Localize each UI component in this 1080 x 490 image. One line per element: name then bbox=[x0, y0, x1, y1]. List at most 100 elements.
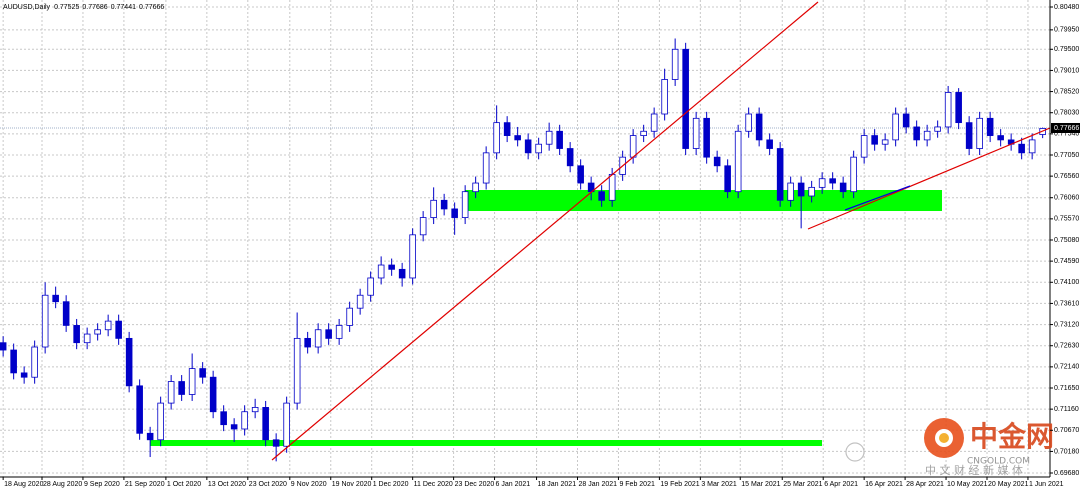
x-tick-label: 9 Sep 2020 bbox=[84, 481, 120, 488]
slogan: 中 文 财 经 新 媒 体 bbox=[925, 463, 1023, 477]
x-tick-label: 21 Sep 2020 bbox=[125, 481, 165, 488]
candle-body bbox=[997, 135, 1004, 141]
price-label-box bbox=[1051, 123, 1080, 133]
trend-line bbox=[807, 127, 1051, 230]
last-high: 0.77686 bbox=[82, 4, 107, 11]
candle-body bbox=[461, 191, 469, 218]
candle-body bbox=[577, 165, 584, 184]
y-tick-label: 0.72630 bbox=[1054, 343, 1079, 350]
candle-body bbox=[304, 337, 311, 348]
candle-body bbox=[20, 372, 28, 378]
candle-body bbox=[146, 432, 154, 441]
y-tick-label: 0.80480 bbox=[1054, 4, 1079, 11]
candle-body bbox=[545, 130, 553, 145]
candle-body bbox=[52, 294, 59, 303]
x-tick-label: 6 Jan 2021 bbox=[496, 481, 531, 488]
candle-body bbox=[493, 122, 500, 154]
y-tick-label: 0.77540 bbox=[1054, 131, 1079, 138]
candle-body bbox=[157, 402, 164, 441]
y-tick-label: 0.75570 bbox=[1054, 216, 1079, 223]
symbol: AUDUSD,Daily bbox=[3, 4, 51, 11]
candle-body bbox=[535, 143, 542, 154]
y-tick-label: 0.71650 bbox=[1054, 385, 1079, 392]
candle-body bbox=[31, 346, 38, 378]
candle-body bbox=[167, 381, 175, 404]
candle-body bbox=[325, 329, 332, 339]
candle-body bbox=[787, 182, 794, 201]
candle-body bbox=[629, 135, 637, 158]
y-tick-label: 0.75080 bbox=[1054, 237, 1079, 244]
site: CNGOLD.COM bbox=[967, 457, 1030, 467]
candle-body bbox=[944, 92, 952, 128]
candle-body bbox=[451, 208, 458, 218]
candle-body bbox=[776, 148, 784, 201]
grid bbox=[0, 0, 1050, 477]
candle-body bbox=[346, 307, 353, 326]
trend-line bbox=[271, 1, 819, 461]
x-tick-label: 18 Aug 2020 bbox=[4, 481, 43, 488]
x-tick-label: 28 Aug 2020 bbox=[43, 481, 82, 488]
support-zone bbox=[465, 190, 942, 211]
candle-body bbox=[388, 264, 395, 270]
candle-body bbox=[724, 165, 731, 193]
candle-body bbox=[136, 385, 143, 434]
last-close: 0.77666 bbox=[139, 4, 164, 11]
x-tick-label: 1 Jun 2021 bbox=[1029, 481, 1064, 488]
y-tick-label: 0.78520 bbox=[1054, 88, 1079, 95]
candle-body bbox=[976, 117, 983, 149]
candle-body bbox=[734, 130, 742, 193]
y-tick-label: 0.76560 bbox=[1054, 173, 1079, 180]
y-tick-label: 0.77050 bbox=[1054, 152, 1079, 159]
candle-body bbox=[556, 130, 563, 149]
x-tick-label: 9 Nov 2020 bbox=[291, 481, 327, 488]
x-tick-label: 1 Dec 2020 bbox=[373, 481, 409, 488]
candle-body bbox=[283, 402, 290, 447]
y-tick-label: 0.70180 bbox=[1054, 448, 1079, 455]
candle-body bbox=[220, 411, 227, 426]
candle-body bbox=[398, 268, 406, 279]
candle-body bbox=[514, 135, 521, 141]
x-tick-label: 19 Nov 2020 bbox=[332, 481, 372, 488]
x-tick-label: 23 Dec 2020 bbox=[455, 481, 495, 488]
candle-body bbox=[356, 294, 364, 309]
candle-body bbox=[409, 234, 416, 279]
y-tick-label: 0.73120 bbox=[1054, 321, 1079, 328]
x-tick-label: 18 Jan 2021 bbox=[538, 481, 577, 488]
candle-body bbox=[913, 126, 920, 141]
candle-body bbox=[272, 439, 280, 447]
candle-body bbox=[41, 294, 49, 348]
candle-body bbox=[104, 320, 112, 331]
x-tick-label: 15 Mar 2021 bbox=[741, 481, 780, 488]
candle-body bbox=[335, 325, 343, 339]
candle-body bbox=[902, 113, 910, 128]
candle-body bbox=[209, 376, 217, 413]
candle-body bbox=[566, 148, 574, 167]
x-tick-label: 28 Jan 2021 bbox=[579, 481, 618, 488]
candle-body bbox=[892, 113, 899, 141]
candles bbox=[0, 38, 1046, 462]
candle-body bbox=[293, 337, 301, 404]
candle-body bbox=[0, 342, 7, 351]
y-tick-label: 0.79950 bbox=[1054, 27, 1079, 34]
y-tick-label: 0.74590 bbox=[1054, 258, 1079, 265]
candle-body bbox=[713, 156, 721, 167]
candle-body bbox=[178, 381, 185, 395]
price-label: 0.77666 bbox=[1054, 125, 1079, 132]
candle-body bbox=[94, 329, 101, 335]
candle-body bbox=[650, 113, 658, 132]
candle-body bbox=[241, 411, 248, 430]
last-low: 0.77441 bbox=[111, 4, 136, 11]
candle-body bbox=[1018, 143, 1025, 154]
candle-body bbox=[472, 182, 479, 193]
candle-body bbox=[482, 152, 490, 184]
candle-body bbox=[83, 333, 91, 344]
candle-body bbox=[682, 48, 689, 149]
trend-line bbox=[844, 185, 911, 211]
candle-body bbox=[766, 139, 773, 149]
candle-body bbox=[62, 301, 70, 326]
x-tick-label: 6 Apr 2021 bbox=[824, 481, 858, 488]
x-tick-label: 11 Dec 2020 bbox=[414, 481, 453, 488]
y-tick-label: 0.74100 bbox=[1054, 279, 1079, 286]
candle-body bbox=[430, 199, 437, 218]
